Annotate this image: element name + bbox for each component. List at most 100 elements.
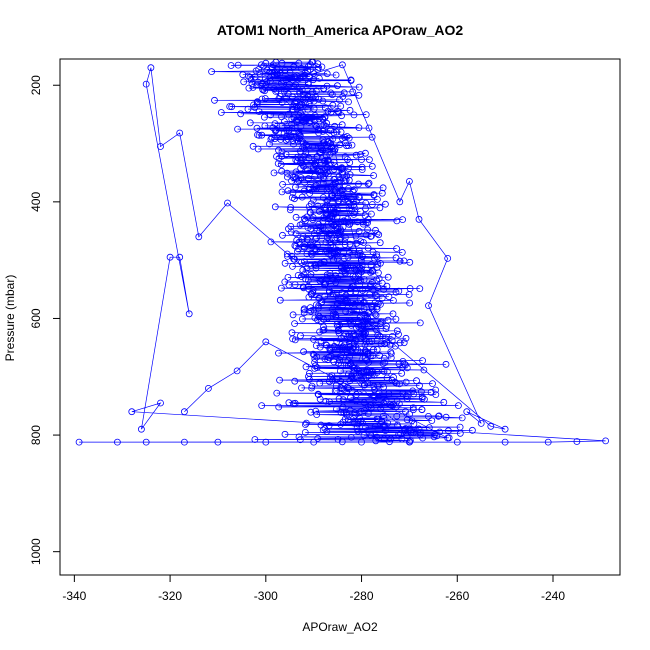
data-point	[305, 101, 313, 108]
data-point	[332, 382, 340, 390]
data-point	[343, 348, 351, 356]
data-point	[334, 247, 342, 255]
data-point	[240, 78, 248, 86]
data-point	[291, 73, 299, 81]
data-point	[350, 111, 358, 119]
data-point	[306, 189, 314, 197]
data-point	[301, 69, 309, 77]
data-point	[362, 231, 370, 239]
data-point	[323, 70, 331, 78]
data-point	[329, 290, 337, 298]
data-point	[602, 437, 609, 445]
data-point	[323, 271, 331, 279]
data-point	[306, 61, 314, 69]
data-point	[234, 61, 242, 69]
data-point	[432, 391, 440, 399]
data-point	[344, 361, 352, 369]
data-point	[362, 338, 370, 346]
data-point	[307, 270, 315, 278]
data-point	[347, 288, 354, 296]
data-point	[387, 400, 395, 408]
data-point	[307, 249, 315, 257]
data-point	[258, 402, 266, 410]
data-point	[360, 431, 368, 439]
data-point	[358, 268, 365, 276]
data-point	[301, 428, 309, 436]
data-point	[373, 276, 380, 284]
data-point	[346, 106, 354, 114]
data-point	[343, 411, 351, 419]
data-point	[275, 146, 282, 154]
data-point	[324, 170, 332, 178]
data-point	[375, 389, 383, 397]
data-point	[224, 199, 231, 207]
data-point	[309, 216, 317, 224]
data-point	[302, 148, 310, 156]
data-point	[311, 245, 319, 253]
data-point	[398, 435, 406, 443]
data-point	[312, 407, 320, 415]
data-point	[128, 408, 136, 416]
data-point	[353, 307, 361, 315]
data-point	[379, 423, 387, 431]
x-axis-label: APOraw_AO2	[302, 620, 378, 634]
data-point	[338, 121, 346, 129]
data-point	[444, 434, 452, 442]
data-point	[387, 350, 395, 358]
data-point	[263, 78, 271, 85]
data-point	[487, 422, 495, 430]
data-point	[305, 375, 313, 383]
data-point	[316, 343, 324, 351]
data-point	[312, 181, 320, 189]
data-point	[311, 362, 319, 370]
data-point	[142, 438, 150, 446]
data-point	[358, 419, 366, 427]
data-point	[331, 162, 339, 170]
data-point	[359, 218, 367, 226]
data-point	[364, 226, 372, 234]
data-point	[352, 397, 360, 405]
data-point	[303, 250, 311, 258]
data-point	[370, 172, 378, 179]
data-point	[277, 80, 285, 87]
data-point	[336, 96, 343, 104]
data-point	[275, 154, 283, 162]
data-point	[376, 320, 384, 328]
data-point	[284, 252, 291, 260]
data-point	[309, 142, 317, 150]
data-point	[295, 177, 303, 185]
data-point	[333, 387, 341, 395]
data-point	[114, 438, 121, 446]
data-point	[350, 419, 358, 427]
data-point	[409, 404, 417, 412]
data-point	[365, 179, 373, 187]
data-point	[355, 409, 363, 417]
data-point	[342, 307, 350, 315]
data-point	[405, 291, 413, 298]
data-point	[347, 284, 355, 292]
chart-title: ATOM1 North_America APOraw_AO2	[217, 22, 464, 38]
data-point	[386, 341, 394, 349]
data-point	[402, 392, 410, 400]
data-point	[367, 269, 375, 276]
data-point	[379, 360, 387, 368]
data-point	[360, 398, 368, 406]
data-point	[283, 169, 291, 177]
data-point	[337, 334, 345, 342]
data-point	[380, 399, 388, 407]
data-point	[368, 133, 376, 141]
data-point	[315, 95, 323, 103]
data-point	[326, 246, 334, 254]
data-point	[348, 387, 356, 395]
data-point	[310, 335, 317, 343]
data-point	[333, 213, 341, 221]
data-point	[381, 427, 389, 435]
data-point	[274, 160, 282, 167]
data-point	[501, 438, 509, 446]
data-point	[296, 104, 304, 111]
data-point	[302, 419, 310, 427]
data-point	[364, 320, 372, 328]
data-point	[334, 274, 341, 282]
data-point	[330, 358, 338, 366]
data-point	[312, 246, 320, 254]
